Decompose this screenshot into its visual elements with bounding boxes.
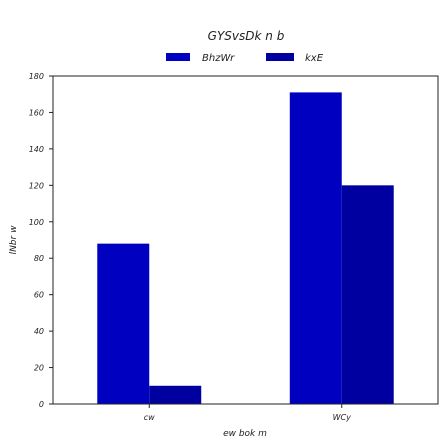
y-tick-label: 120 (29, 181, 44, 190)
y-tick-label: 20 (34, 364, 44, 373)
x-axis-label: ew bok m (223, 429, 267, 439)
bars (97, 92, 394, 405)
y-tick-label: 140 (29, 145, 44, 154)
chart-title: GYSvsDk n b (208, 29, 285, 43)
y-tick-label: 60 (34, 291, 44, 300)
legend: BhzWr kxE (166, 53, 324, 64)
bar-BhzWr-cw (97, 243, 150, 404)
x-tick-label: WCy (333, 413, 351, 422)
legend-swatch-series-1 (266, 53, 294, 61)
y-axis-label: lNbr w (9, 225, 19, 255)
x-tick-label: cw (144, 413, 155, 422)
y-tick-label: 0 (39, 400, 44, 409)
legend-label-series-0: BhzWr (202, 53, 235, 64)
y-tick-label: 160 (29, 108, 44, 117)
y-tick-label: 40 (34, 327, 44, 336)
legend-swatch-series-0 (166, 53, 190, 61)
y-tick-label: 80 (34, 254, 44, 263)
legend-label-series-1: kxE (305, 53, 324, 64)
y-tick-label: 100 (29, 218, 44, 227)
bar-kxE-cw (149, 385, 202, 404)
x-axis-ticks: cw WCy (144, 404, 351, 422)
bar-kxE-WCy (341, 185, 394, 404)
plot-area-frame (52, 75, 439, 405)
bar-BhzWr-WCy (289, 92, 342, 405)
y-axis-ticks: 0 20 40 60 80 100 120 140 160 180 (29, 72, 53, 409)
y-tick-label: 180 (29, 72, 44, 81)
